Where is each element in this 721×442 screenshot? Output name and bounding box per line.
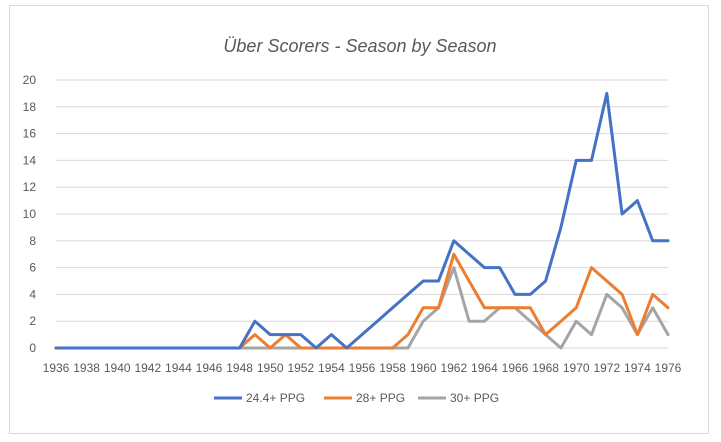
y-tick-label: 6 (29, 261, 36, 275)
y-tick-label: 10 (23, 207, 37, 221)
y-tick-label: 20 (23, 73, 37, 87)
x-axis-ticks: 1936 1938 1940 1942 1944 1946 1948 1950 1952 1954… (43, 361, 682, 375)
x-tick-label: 1946 (196, 361, 223, 375)
x-tick-label: 1966 (502, 361, 529, 375)
y-tick-label: 12 (23, 180, 37, 194)
series-lines (54, 91, 670, 350)
x-tick-label: 1956 (349, 361, 376, 375)
y-tick-label: 2 (29, 314, 36, 328)
x-tick-label: 1974 (624, 361, 651, 375)
x-tick-label: 1940 (104, 361, 131, 375)
x-tick-label: 1976 (655, 361, 682, 375)
legend-label: 28+ PPG (356, 391, 405, 405)
x-tick-label: 1970 (563, 361, 590, 375)
x-tick-label: 1958 (379, 361, 406, 375)
x-tick-label: 1968 (532, 361, 559, 375)
chart-frame (9, 5, 709, 434)
y-tick-label: 18 (23, 100, 37, 114)
y-tick-label: 14 (23, 153, 37, 167)
x-tick-label: 1964 (471, 361, 498, 375)
x-tick-label: 1972 (593, 361, 620, 375)
x-tick-label: 1960 (410, 361, 437, 375)
x-tick-label: 1952 (287, 361, 314, 375)
y-tick-label: 4 (29, 287, 36, 301)
x-tick-label: 1962 (440, 361, 467, 375)
legend-label: 30+ PPG (450, 391, 499, 405)
x-tick-label: 1936 (43, 361, 70, 375)
x-tick-label: 1938 (73, 361, 100, 375)
y-axis-ticks: 0 2 4 6 8 10 12 14 16 18 20 (23, 73, 37, 355)
series-line-24-4-ppg (54, 91, 670, 350)
x-tick-label: 1954 (318, 361, 345, 375)
legend-label: 24.4+ PPG (246, 391, 305, 405)
chart-title: Über Scorers - Season by Season (223, 36, 496, 56)
x-tick-label: 1942 (134, 361, 161, 375)
y-tick-label: 0 (29, 341, 36, 355)
x-tick-label: 1948 (226, 361, 253, 375)
legend: 24.4+ PPG 28+ PPG 30+ PPG (214, 391, 499, 405)
x-tick-label: 1944 (165, 361, 192, 375)
y-tick-label: 16 (23, 127, 37, 141)
x-tick-label: 1950 (257, 361, 284, 375)
y-tick-label: 8 (29, 234, 36, 248)
